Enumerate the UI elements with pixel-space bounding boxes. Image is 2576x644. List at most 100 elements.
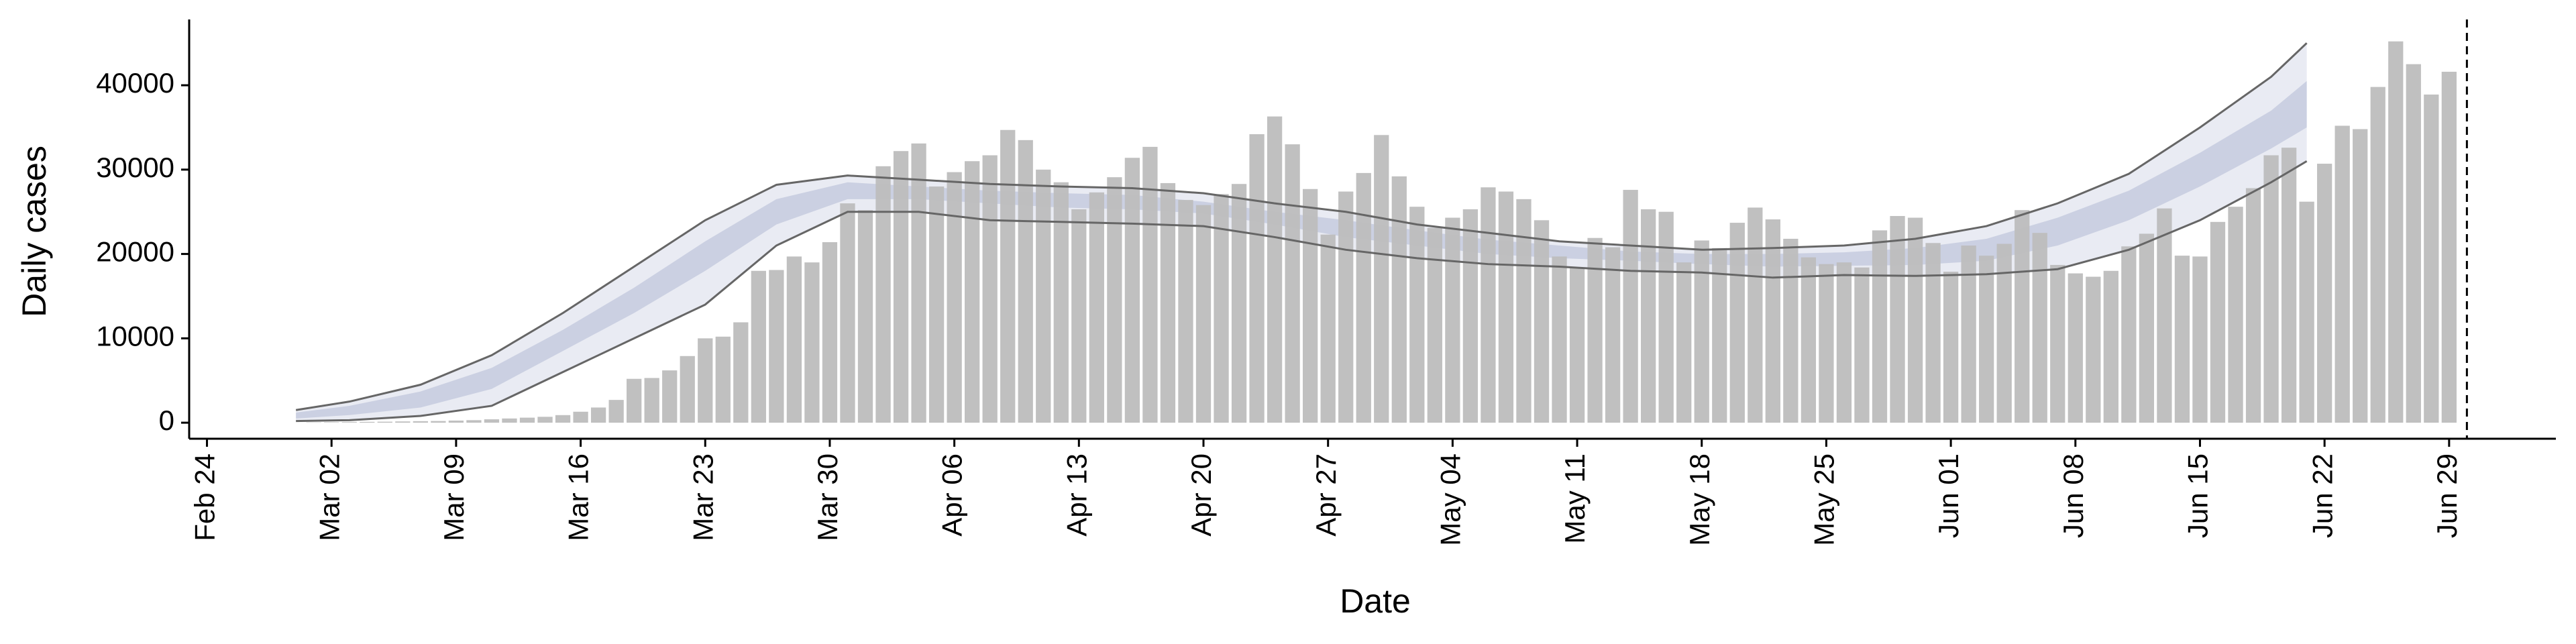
bar: [1107, 177, 1122, 423]
bar: [1409, 207, 1425, 423]
bar: [1729, 223, 1745, 423]
x-tick-label: Mar 23: [687, 453, 718, 541]
bar: [1676, 262, 1692, 423]
bar: [1462, 209, 1479, 423]
bar: [1160, 182, 1176, 423]
bar: [893, 151, 909, 423]
bar: [1907, 217, 1923, 423]
bar: [1124, 158, 1140, 423]
bar: [1195, 205, 1212, 423]
bar: [555, 415, 571, 423]
bar: [2424, 94, 2439, 423]
bar: [537, 417, 553, 423]
bar: [1552, 256, 1567, 423]
bar: [1943, 272, 1959, 423]
bar: [2086, 276, 2101, 423]
bar: [2281, 148, 2297, 423]
bar: [2103, 270, 2118, 423]
bar: [1587, 237, 1603, 423]
bar: [911, 143, 926, 423]
bar: [644, 378, 659, 423]
x-tick-label: Mar 09: [438, 453, 470, 541]
bar: [804, 262, 820, 423]
bar: [1445, 217, 1460, 423]
y-tick-label: 20000: [96, 236, 174, 268]
bar: [1836, 262, 1852, 423]
bar: [1214, 194, 1229, 423]
bar: [1516, 199, 1532, 423]
x-tick-label: Jun 29: [2431, 453, 2463, 538]
bar: [2388, 41, 2404, 423]
x-tick-label: Jun 15: [2182, 453, 2214, 538]
bar: [1890, 216, 1905, 423]
bar: [1089, 192, 1104, 423]
bar: [1854, 267, 1870, 423]
bar: [1053, 182, 1069, 423]
bar: [769, 270, 784, 423]
bar: [519, 417, 535, 423]
x-tick-label: May 04: [1434, 453, 1466, 546]
bar: [1748, 207, 1763, 423]
x-tick-label: Jun 01: [1933, 453, 1964, 538]
x-tick-label: Jun 22: [2306, 453, 2338, 538]
band-edge: [295, 42, 2308, 411]
bar: [1285, 144, 1300, 423]
bar: [1498, 191, 1514, 423]
bar: [1249, 134, 1265, 423]
y-tick-label: 0: [159, 405, 174, 436]
bar: [698, 338, 713, 423]
bar: [680, 356, 695, 423]
bar: [2334, 125, 2350, 423]
bar: [1267, 116, 1283, 423]
bar: [965, 161, 980, 423]
x-tick-label: May 11: [1559, 453, 1591, 544]
bar: [2228, 207, 2243, 423]
bar: [1641, 209, 1656, 423]
bar: [1961, 246, 1976, 423]
bar: [1356, 172, 1371, 423]
bar: [2015, 210, 2030, 423]
bar: [466, 420, 482, 423]
x-tick-label: Mar 02: [313, 453, 345, 541]
bar: [1036, 169, 1051, 423]
y-tick-label: 30000: [96, 152, 174, 183]
bar: [2121, 246, 2137, 423]
bar: [324, 422, 339, 423]
bar: [360, 421, 375, 423]
bar: [1694, 240, 1709, 423]
bar: [448, 420, 464, 423]
bar: [590, 407, 606, 423]
bar: [840, 203, 855, 423]
x-tick-label: Feb 24: [189, 453, 221, 541]
bar: [2353, 129, 2368, 423]
x-tick-label: May 25: [1809, 453, 1840, 546]
bar: [1320, 234, 1336, 423]
bar: [341, 422, 357, 423]
bar: [2263, 155, 2279, 423]
bar: [1071, 209, 1087, 423]
bar: [857, 210, 873, 423]
bar: [1338, 191, 1354, 423]
bar: [608, 400, 624, 423]
bar: [2192, 256, 2208, 423]
bar: [1819, 264, 1834, 423]
x-tick-label: May 18: [1684, 453, 1715, 546]
bar: [1142, 146, 1158, 423]
bar: [2441, 71, 2457, 423]
bar: [715, 336, 731, 423]
bar: [1623, 190, 1638, 423]
bar: [1996, 244, 2012, 423]
ribbon: [296, 43, 2307, 421]
bar: [1178, 200, 1193, 423]
bar: [1712, 248, 1727, 423]
bar: [662, 370, 678, 423]
bar: [2245, 188, 2261, 423]
bar: [1979, 256, 1994, 423]
bar: [1801, 257, 1817, 423]
bar: [627, 378, 642, 423]
bar: [928, 186, 945, 423]
y-tick-label: 40000: [96, 67, 174, 99]
bar: [395, 421, 411, 423]
bar: [2299, 201, 2314, 423]
